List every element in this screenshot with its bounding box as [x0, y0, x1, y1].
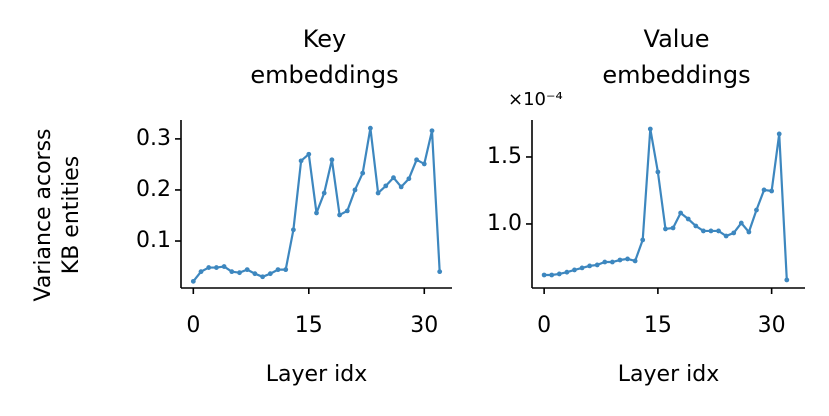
- data-point: [670, 225, 676, 231]
- data-point: [198, 269, 204, 275]
- data-point: [306, 151, 312, 157]
- data-point: [693, 223, 699, 229]
- y-tick-label: 1.5: [487, 144, 522, 169]
- x-tick-label: 15: [644, 313, 672, 338]
- data-point: [602, 259, 608, 265]
- data-point: [685, 216, 691, 222]
- data-point: [617, 257, 623, 263]
- y-tick-label: 0.2: [136, 177, 171, 202]
- data-point: [655, 169, 661, 175]
- data-point: [252, 271, 258, 277]
- data-point: [221, 264, 227, 269]
- data-point: [647, 126, 653, 132]
- data-point: [632, 258, 638, 264]
- data-point: [329, 157, 335, 163]
- x-tick-label: 30: [410, 313, 438, 338]
- data-point: [437, 269, 443, 275]
- data-point: [190, 278, 196, 284]
- data-point: [754, 207, 759, 213]
- data-line: [192, 127, 441, 283]
- data-point: [398, 184, 404, 190]
- data-point: [414, 157, 419, 163]
- x-tick-label: 15: [295, 313, 323, 338]
- offset-text: ×10⁻⁴: [508, 89, 563, 110]
- chart-title: embeddings: [602, 61, 750, 89]
- y-tick-label: 1.0: [487, 211, 522, 236]
- data-point: [383, 183, 389, 189]
- data-point: [761, 187, 767, 193]
- data-point: [421, 161, 427, 167]
- data-point: [640, 237, 646, 243]
- data-point: [391, 175, 396, 181]
- data-point: [367, 125, 373, 131]
- data-point: [237, 270, 242, 276]
- data-point: [723, 233, 729, 239]
- data-point: [267, 271, 273, 277]
- data-point: [337, 212, 342, 218]
- data-point: [738, 220, 744, 226]
- data-point: [206, 265, 212, 270]
- data-point: [556, 271, 562, 277]
- chart-title: Value: [644, 25, 710, 53]
- data-point: [708, 228, 714, 234]
- data-point: [298, 158, 304, 164]
- x-tick-label: 30: [758, 313, 786, 338]
- y-axis-label: Variance acorss KB entities: [31, 128, 84, 301]
- data-point: [579, 265, 585, 271]
- data-point: [731, 230, 737, 236]
- data-point: [594, 262, 600, 268]
- chart-title: Key: [303, 25, 347, 53]
- data-point: [564, 269, 570, 275]
- data-point: [229, 269, 235, 275]
- data-point: [406, 176, 412, 182]
- data-point: [260, 274, 266, 280]
- data-point: [275, 267, 281, 273]
- data-point: [375, 190, 381, 196]
- data-point: [776, 131, 782, 137]
- x-axis-label: Layer idx: [618, 362, 719, 387]
- data-point: [769, 188, 775, 194]
- data-point: [587, 263, 593, 269]
- data-point: [663, 226, 668, 232]
- x-tick-label: 0: [537, 313, 551, 338]
- data-point: [609, 259, 615, 265]
- chart-title: embeddings: [250, 61, 398, 89]
- data-point: [314, 210, 319, 216]
- data-point: [321, 190, 327, 196]
- data-point: [244, 267, 250, 273]
- data-point: [678, 210, 684, 216]
- data-line: [544, 128, 788, 281]
- x-tick-label: 0: [186, 313, 200, 338]
- x-axis-label: Layer idx: [266, 362, 367, 387]
- data-point: [746, 229, 752, 235]
- data-point: [572, 267, 577, 273]
- data-point: [541, 272, 547, 278]
- data-point: [549, 272, 555, 278]
- data-point: [716, 228, 721, 234]
- data-point: [625, 256, 630, 262]
- y-tick-label: 0.1: [136, 228, 171, 253]
- y-label-line: Variance acorss: [31, 128, 56, 301]
- data-point: [352, 187, 358, 193]
- data-point: [784, 277, 790, 283]
- data-point: [700, 228, 706, 234]
- data-point: [360, 170, 366, 176]
- data-point: [291, 227, 296, 233]
- y-tick-label: 0.3: [136, 126, 171, 151]
- data-point: [429, 128, 435, 134]
- data-point: [344, 208, 350, 214]
- y-label-line: KB entities: [59, 156, 84, 274]
- data-point: [283, 267, 289, 273]
- data-point: [214, 265, 219, 270]
